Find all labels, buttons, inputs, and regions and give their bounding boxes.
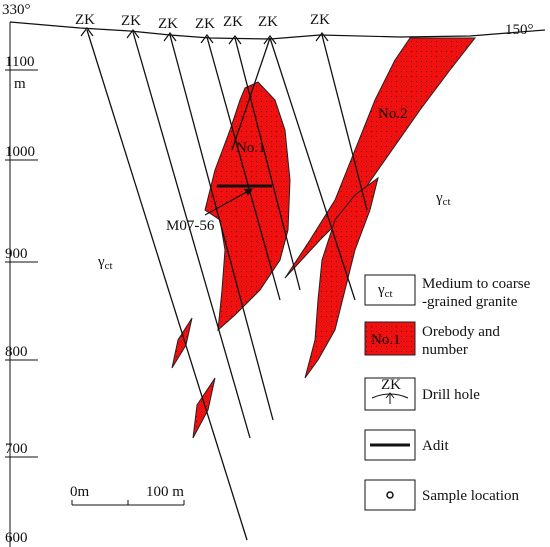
topography bbox=[9, 21, 546, 40]
legend-text: -grained granite bbox=[422, 294, 518, 310]
orebody-2 bbox=[284, 37, 477, 279]
legend-symbol: γct bbox=[377, 282, 393, 300]
rock-label: γct bbox=[97, 254, 113, 272]
orebody-label: No.1 bbox=[236, 140, 266, 156]
sample-pointer bbox=[204, 188, 253, 216]
elevation-unit: m bbox=[14, 76, 26, 92]
scale-label: 100 m bbox=[146, 484, 184, 500]
legend-text: number bbox=[422, 342, 468, 358]
legend-text: Medium to coarse bbox=[422, 276, 531, 292]
drill-hole-label: ZK bbox=[121, 13, 141, 29]
rock-label: γct bbox=[435, 190, 451, 208]
legend-text: Drill hole bbox=[422, 387, 480, 403]
sample-label: M07-56 bbox=[166, 218, 215, 234]
elevation-axis: 1100 m 1000 900 800 700 600 bbox=[5, 54, 38, 546]
elevation-label: 1100 bbox=[5, 54, 34, 70]
elevation-label: 800 bbox=[5, 344, 28, 360]
orebody-label: No.2 bbox=[378, 106, 408, 122]
orebody-branch bbox=[304, 176, 379, 379]
drill-hole-label: ZK bbox=[75, 12, 95, 28]
bearing-right: 150° bbox=[505, 22, 534, 38]
elevation-label: 700 bbox=[5, 441, 28, 457]
legend-symbol: No.1 bbox=[371, 332, 401, 348]
legend-symbol: ZK bbox=[381, 377, 401, 393]
elevation-label: 600 bbox=[5, 530, 28, 546]
drill-hole-label: ZK bbox=[223, 14, 243, 30]
orebody-1 bbox=[204, 81, 291, 332]
legend: γct Medium to coarse -grained granite No… bbox=[364, 274, 531, 511]
bearing-left: 330° bbox=[2, 2, 31, 18]
legend-text: Sample location bbox=[422, 488, 520, 504]
drill-hole-label: ZK bbox=[195, 16, 215, 32]
elevation-label: 900 bbox=[5, 246, 28, 262]
drill-hole-label: ZK bbox=[158, 16, 178, 32]
drill-hole-label: ZK bbox=[310, 12, 330, 28]
scale-bar: 0m 100 m bbox=[70, 484, 185, 506]
legend-text: Adit bbox=[422, 438, 450, 454]
legend-text: Orebody and bbox=[422, 324, 500, 340]
scale-label: 0m bbox=[70, 484, 90, 500]
ore-lens bbox=[192, 377, 216, 439]
drill-hole-label: ZK bbox=[258, 14, 278, 30]
elevation-label: 1000 bbox=[5, 144, 35, 160]
drill-holes: ZK ZK ZK ZK ZK ZK ZK bbox=[75, 12, 368, 541]
ore-lens bbox=[171, 317, 193, 369]
